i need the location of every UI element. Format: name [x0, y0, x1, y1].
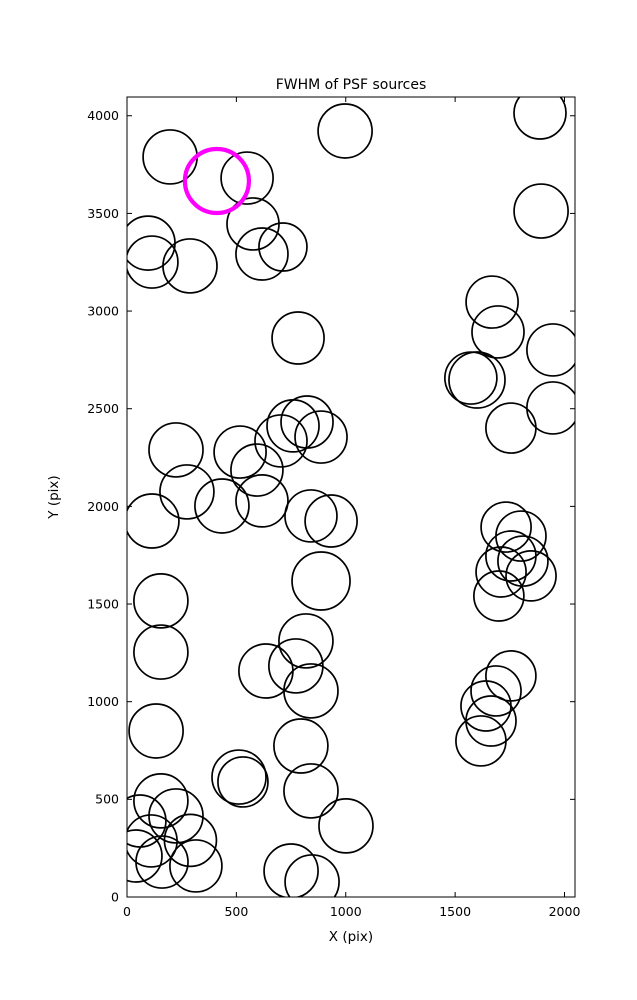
y-tick-label: 0 [111, 889, 119, 904]
psf-circle [485, 650, 537, 702]
psf-circle [273, 718, 329, 774]
psf-circle [127, 493, 180, 549]
psf-circle [217, 756, 269, 808]
psf-circle [128, 703, 184, 759]
psf-circle [127, 794, 167, 848]
psf-circle [211, 749, 267, 805]
psf-circle [235, 474, 289, 528]
y-tick-label: 3500 [87, 206, 119, 221]
psf-circle [475, 546, 527, 598]
psf-circle [460, 680, 512, 732]
psf-circle [513, 183, 569, 239]
psf-circle [318, 798, 374, 854]
psf-circle [263, 843, 319, 897]
psf-circle [485, 530, 537, 582]
psf-circle [278, 613, 334, 669]
psf-circles-layer [127, 97, 575, 897]
y-tick-label: 4000 [87, 108, 119, 123]
psf-circle [283, 663, 339, 719]
psf-circle [444, 351, 498, 405]
psf-circle [283, 763, 339, 819]
y-tick-label: 1500 [87, 596, 119, 611]
psf-circle [473, 570, 525, 622]
y-tick-label: 2500 [87, 401, 119, 416]
ticks-layer: 0 500 1000 1500 2000 0 500 1000 1500 2000 2500 3000… [87, 97, 580, 919]
psf-circle [465, 275, 519, 329]
psf-circle [135, 835, 189, 889]
psf-circle [284, 489, 338, 543]
x-tick-label: 2000 [549, 904, 581, 919]
psf-circle [133, 624, 189, 680]
psf-circle [163, 813, 218, 868]
psf-circle [133, 773, 189, 829]
psf-circle [213, 425, 267, 479]
y-axis-label: Y (pix) [46, 475, 62, 519]
psf-circle [317, 103, 373, 159]
psf-circle [230, 443, 284, 497]
psf-circle [455, 715, 507, 767]
psf-circle [159, 464, 215, 520]
psf-circle [148, 788, 204, 844]
psf-circle [127, 235, 179, 289]
x-axis-label: X (pix) [329, 929, 373, 945]
psf-circle [235, 227, 289, 281]
chart-title: FWHM of PSF sources [276, 77, 427, 93]
psf-circle [194, 478, 250, 534]
psf-circle [465, 695, 517, 747]
psf-circle [284, 854, 340, 897]
psf-circle [513, 97, 567, 140]
psf-circle [485, 402, 537, 454]
psf-circle [294, 410, 348, 464]
psf-circle [304, 494, 358, 548]
psf-circle [291, 551, 351, 611]
psf-circle [148, 422, 204, 478]
y-tick-label: 3000 [87, 303, 119, 318]
psf-circle [169, 839, 223, 893]
psf-circle [127, 814, 178, 868]
psf-circle [220, 151, 274, 205]
psf-circle [280, 395, 334, 449]
psf-circle [127, 215, 176, 271]
psf-circle [526, 381, 575, 435]
highlighted-psf-circle [182, 146, 252, 216]
psf-circle [271, 311, 325, 365]
y-tick-label: 500 [95, 792, 119, 807]
psf-circle [526, 323, 575, 377]
psf-circle [254, 414, 308, 468]
x-tick-label: 0 [123, 904, 131, 919]
x-tick-label: 1000 [330, 904, 362, 919]
axes-spines [126, 96, 576, 898]
psf-circle [480, 501, 532, 553]
y-tick-label: 1000 [87, 694, 119, 709]
psf-circle [133, 573, 189, 629]
psf-circle [142, 129, 198, 185]
psf-circle [497, 535, 549, 587]
psf-circle [505, 550, 557, 602]
psf-circle [448, 351, 506, 409]
psf-circle [470, 665, 522, 717]
x-tick-label: 1500 [439, 904, 471, 919]
y-tick-label: 2000 [87, 499, 119, 514]
psf-circle [258, 222, 308, 272]
psf-circle [162, 238, 218, 294]
psf-circle [127, 829, 163, 883]
x-tick-label: 500 [224, 904, 248, 919]
psf-circle [471, 305, 525, 359]
